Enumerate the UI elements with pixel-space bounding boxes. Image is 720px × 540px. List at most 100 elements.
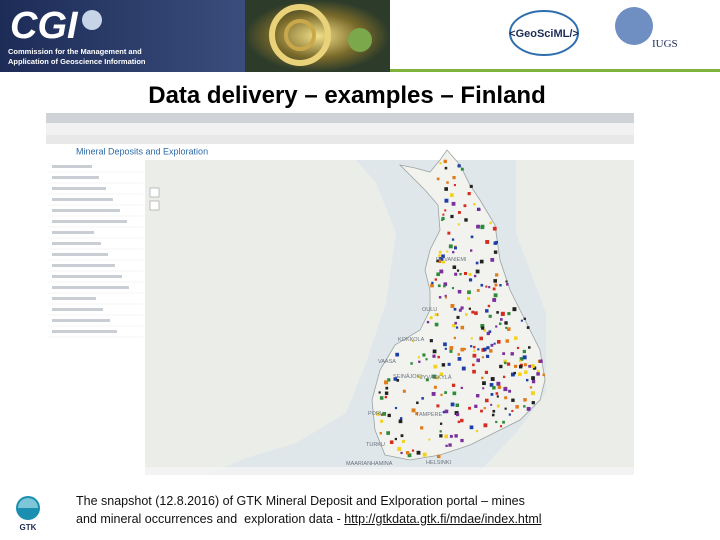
deposit-symbol — [531, 376, 535, 380]
deposit-symbol — [439, 162, 442, 165]
deposit-symbol — [485, 240, 490, 244]
geosciml-logo: <GeoSciML/> — [509, 28, 579, 40]
deposit-symbol — [439, 422, 443, 425]
deposit-symbol — [468, 278, 473, 282]
panel-row — [52, 319, 110, 322]
deposit-symbol — [469, 425, 474, 430]
deposit-symbol — [490, 343, 494, 347]
deposit-symbol — [401, 439, 405, 443]
deposit-symbol — [528, 346, 531, 349]
deposit-symbol — [448, 443, 452, 447]
deposit-symbol — [499, 318, 503, 321]
deposit-symbol — [504, 361, 507, 365]
slide-title: Data delivery – examples – Finland — [148, 82, 546, 109]
deposit-symbol — [444, 198, 449, 203]
deposit-symbol — [444, 347, 447, 350]
portal-link[interactable]: http://gtkdata.gtk.fi/mdae/index.html — [344, 512, 542, 526]
deposit-symbol — [438, 259, 442, 264]
panel-row — [52, 220, 127, 223]
address-bar — [46, 123, 634, 135]
deposit-symbol — [485, 309, 489, 313]
deposit-symbol — [428, 438, 431, 441]
deposit-symbol — [451, 287, 455, 290]
zoom-out[interactable] — [149, 200, 160, 211]
deposit-symbol — [515, 405, 519, 409]
deposit-symbol — [492, 409, 496, 413]
caption-line: and mineral occurrences and exploration … — [76, 512, 542, 526]
deposit-symbol — [473, 203, 476, 206]
deposit-symbol — [430, 283, 434, 288]
deposit-symbol — [472, 369, 476, 374]
deposit-symbol — [505, 326, 508, 329]
deposit-symbol — [481, 376, 484, 380]
deposit-symbol — [457, 420, 461, 424]
deposit-symbol — [459, 273, 462, 276]
deposit-symbol — [440, 393, 443, 396]
deposit-symbol — [475, 261, 479, 265]
deposit-symbol — [523, 317, 526, 320]
crystal — [348, 28, 372, 52]
panel-row — [52, 275, 122, 278]
deposit-symbol — [460, 438, 464, 443]
ammonite — [284, 19, 316, 51]
deposit-symbol — [481, 326, 485, 330]
deposit-symbol — [490, 257, 495, 262]
ammonite — [269, 4, 331, 66]
zoom-in[interactable] — [149, 187, 160, 198]
deposit-symbol — [446, 250, 449, 253]
panel-row — [52, 264, 115, 267]
map-label: JYVÄSKYLÄ — [420, 374, 452, 381]
deposit-symbol — [443, 282, 448, 286]
deposit-symbol — [494, 283, 498, 287]
deposit-symbol — [490, 403, 493, 406]
deposit-symbol — [450, 193, 454, 197]
deposit-symbol — [441, 254, 445, 259]
deposit-symbol — [519, 357, 524, 361]
deposit-symbol — [485, 398, 489, 403]
deposit-symbol — [482, 347, 487, 352]
deposit-symbol — [455, 326, 459, 329]
deposit-symbol — [473, 349, 476, 352]
deposit-symbol — [457, 223, 460, 226]
deposit-symbol — [444, 209, 447, 212]
deposit-symbol — [507, 312, 511, 316]
deposit-symbol — [386, 431, 390, 435]
deposit-symbol — [476, 358, 481, 363]
deposit-symbol — [472, 363, 475, 367]
deposit-symbol — [467, 290, 471, 295]
deposit-symbol — [513, 371, 516, 375]
deposit-symbol — [452, 250, 455, 254]
deposit-symbol — [460, 325, 465, 330]
deposit-symbol — [502, 420, 505, 424]
deposit-symbol — [488, 314, 492, 318]
deposit-symbol — [461, 366, 466, 371]
map-label: ROVANIEMI — [436, 257, 467, 263]
bookmarks-bar — [46, 135, 634, 144]
deposit-symbol — [425, 378, 429, 382]
deposit-symbol — [492, 226, 497, 231]
deposit-symbol — [389, 440, 394, 444]
deposit-symbol — [532, 366, 537, 370]
deposit-symbol — [511, 409, 514, 413]
deposit-symbol — [526, 326, 530, 329]
deposit-symbol — [492, 287, 496, 291]
deposit-symbol — [416, 401, 419, 405]
finland — [371, 149, 546, 461]
deposit-symbol — [454, 321, 457, 325]
deposit-symbol — [418, 360, 421, 363]
deposit-symbol — [376, 412, 381, 416]
deposit-symbol — [433, 385, 437, 389]
deposit-symbol — [443, 342, 447, 347]
deposit-symbol — [504, 407, 507, 410]
geosciml-ring — [509, 10, 579, 56]
map-label: HELSINKI — [426, 460, 452, 466]
deposit-symbol — [411, 408, 416, 413]
deposit-symbol — [468, 307, 472, 310]
deposit-symbol — [467, 192, 471, 196]
deposit-symbol — [441, 216, 445, 221]
deposit-symbol — [436, 259, 439, 263]
deposit-symbol — [449, 349, 453, 353]
deposit-symbol — [499, 364, 503, 369]
deposit-symbol — [496, 395, 499, 398]
caption-text: and mineral occurrences and exploration … — [76, 512, 345, 526]
